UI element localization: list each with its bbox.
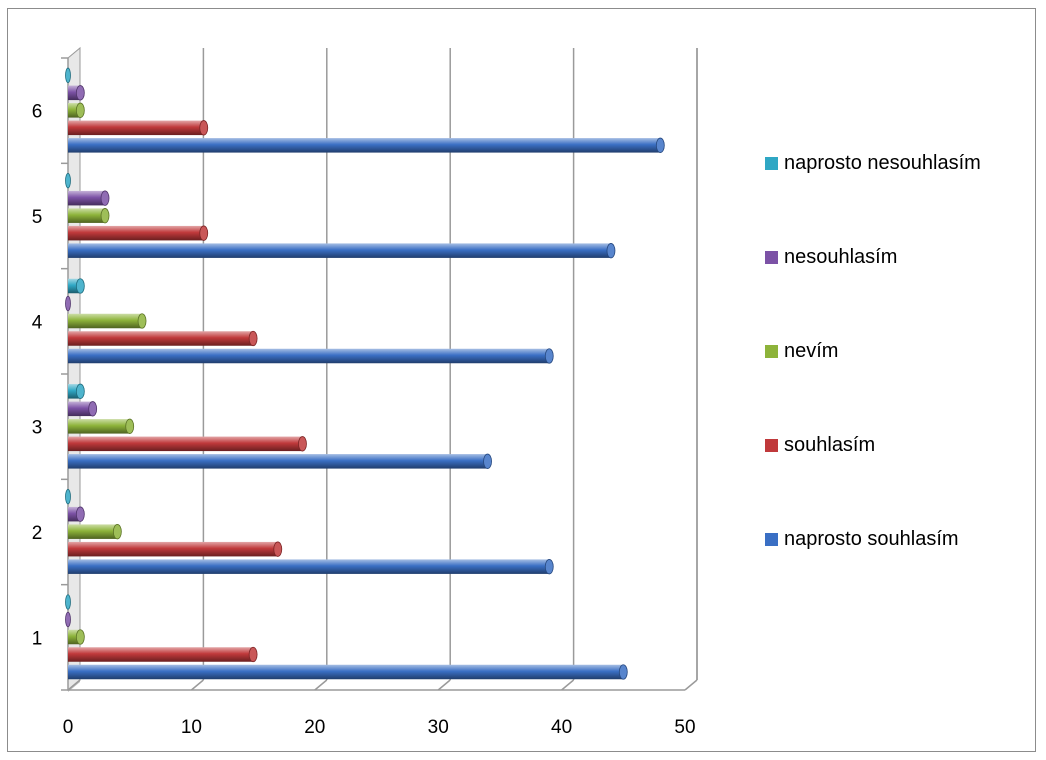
- bar-4-souhlasím: [68, 330, 258, 347]
- y-tick-label-5: 5: [32, 207, 43, 228]
- bar-4-nesouhlasím: [65, 295, 71, 312]
- bar-2-nesouhlasím: [68, 506, 85, 522]
- legend-label: nesouhlasím: [784, 246, 898, 268]
- grid-depth-40: [561, 679, 575, 691]
- x-tick-label-0: 0: [63, 717, 74, 738]
- bar-6-naprosto-souhlasím: [68, 137, 665, 153]
- bar-5-souhlasím: [68, 225, 209, 241]
- legend-swatch: [765, 157, 778, 170]
- legend-label: souhlasím: [784, 434, 876, 456]
- legend-item-nesouhlasím: nesouhlasím: [765, 246, 897, 269]
- legend-item-naprosto-souhlasím: naprosto souhlasím: [765, 528, 959, 551]
- bar-6-naprosto-nesouhlasím: [65, 67, 71, 83]
- grid-depth-50: [684, 679, 698, 691]
- y-tick-label-1: 1: [32, 628, 43, 649]
- x-tick-label-50: 50: [674, 717, 695, 738]
- bar-3-nesouhlasím: [68, 401, 98, 417]
- x-tick-label-10: 10: [181, 717, 202, 738]
- bar-6-souhlasím: [68, 120, 209, 136]
- grid-depth-30: [437, 679, 451, 691]
- bar-4-naprosto-nesouhlasím: [68, 278, 85, 294]
- bar-5-naprosto-souhlasím: [68, 243, 616, 259]
- bar-1-nevím: [68, 629, 85, 645]
- legend: naprosto nesouhlasím nesouhlasím nevím souh…: [765, 140, 1035, 580]
- legend-swatch: [765, 345, 778, 358]
- bar-3-naprosto-souhlasím: [68, 453, 492, 469]
- bar-4-nevím: [68, 313, 147, 329]
- x-tick-label-40: 40: [551, 717, 572, 738]
- bar-2-nevím: [68, 524, 122, 540]
- x-tick-label-30: 30: [428, 717, 449, 738]
- bar-6-nesouhlasím: [68, 85, 85, 101]
- bar-chart: 0 10 20 30 40 50 1 2 3 4 5 6: [32, 46, 698, 738]
- bar-2-souhlasím: [68, 541, 283, 557]
- legend-item-naprosto-nesouhlasím: naprosto nesouhlasím: [765, 152, 981, 175]
- bar-5-nevím: [68, 208, 110, 224]
- bar-3-naprosto-nesouhlasím: [68, 383, 85, 399]
- grid-depth-20: [314, 679, 328, 691]
- bar-4-naprosto-souhlasím: [68, 348, 554, 364]
- legend-label: naprosto nesouhlasím: [784, 152, 981, 174]
- legend-item-nevím: nevím: [765, 340, 838, 363]
- bar-2-naprosto-nesouhlasím: [65, 489, 71, 505]
- grid-depth-0: [67, 679, 81, 691]
- legend-swatch: [765, 439, 778, 452]
- y-tick-label-3: 3: [32, 418, 43, 439]
- legend-item-souhlasím: souhlasím: [765, 434, 875, 457]
- bar-3-nevím: [68, 418, 135, 434]
- y-tick-label-4: 4: [32, 312, 43, 333]
- legend-label: naprosto souhlasím: [784, 528, 959, 550]
- bar-5-nesouhlasím: [68, 190, 110, 206]
- legend-label: nevím: [784, 340, 839, 362]
- bar-5-naprosto-nesouhlasím: [65, 173, 71, 189]
- bar-1-souhlasím: [68, 646, 258, 663]
- bar-1-nesouhlasím: [65, 611, 71, 628]
- bar-1-naprosto-souhlasím: [68, 664, 628, 680]
- y-tick-label-6: 6: [32, 102, 43, 123]
- bar-6-nevím: [68, 102, 85, 118]
- legend-swatch: [765, 533, 778, 546]
- legend-swatch: [765, 251, 778, 264]
- bar-1-naprosto-nesouhlasím: [65, 594, 71, 610]
- bar-2-naprosto-souhlasím: [68, 559, 554, 575]
- x-tick-label-20: 20: [304, 717, 325, 738]
- y-tick-label-2: 2: [32, 523, 43, 544]
- bar-3-souhlasím: [68, 436, 307, 452]
- grid-depth-10: [190, 679, 204, 691]
